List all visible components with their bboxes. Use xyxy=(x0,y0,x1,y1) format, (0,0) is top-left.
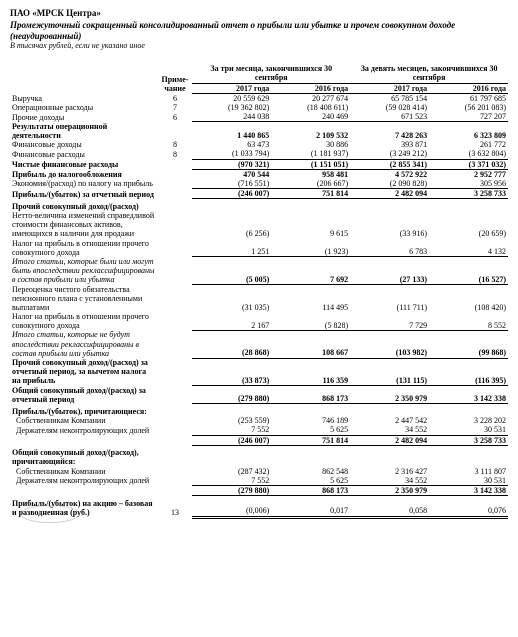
row-reclass: Итого статьи, которые были или могут быт… xyxy=(10,257,508,285)
row-attrib-compr-h: Общий совокупный доход/(расход), причита… xyxy=(10,448,508,466)
row-opex: Операционные расходы7(19 362 802)(18 408… xyxy=(10,103,508,112)
row-tax: Экономия/(расход) по налогу на прибыль(7… xyxy=(10,179,508,189)
row-attrib-profit-h: Прибыль/(убыток), причитающиеся: xyxy=(10,407,508,416)
col-3m: За три месяца, закончившихся 30 сентября xyxy=(192,64,350,83)
income-statement-table: Приме-чание За три месяца, закончившихся… xyxy=(10,64,508,518)
row-fin-income: Финансовые доходы863 47330 886393 871261… xyxy=(10,140,508,149)
row-profit: Прибыль/(убыток) за отчетный период(246 … xyxy=(10,189,508,199)
row-compr-owners: Собственникам Компании(287 432)862 5482 … xyxy=(10,467,508,476)
row-pbt: Прибыль до налогообложения470 544958 481… xyxy=(10,169,508,179)
col-2016-a: 2016 года xyxy=(271,83,350,93)
col-2016-b: 2016 года xyxy=(429,83,508,93)
row-attrib-total: (246 007)751 8142 482 0943 258 733 xyxy=(10,435,508,445)
row-oci-header: Прочий совокупный доход/(расход) xyxy=(10,202,508,211)
row-net-fin: Чистые финансовые расходы(970 321)(1 151… xyxy=(10,159,508,169)
row-attrib-owners: Собственникам Компании(253 559)746 1892 … xyxy=(10,416,508,425)
row-total-compr: Общий совокупный доход/(расход) за отчет… xyxy=(10,386,508,404)
row-fva: Нетто-величина изменений справедливой ст… xyxy=(10,211,508,239)
row-oci-tax2: Налог на прибыль в отношении прочего сов… xyxy=(10,312,508,330)
row-compr-total: (279 880)868 1732 350 9793 142 338 xyxy=(10,485,508,495)
company-name: ПАО «МРСК Центра» xyxy=(10,8,508,18)
row-noreclass: Итого статьи, которые не будут впоследст… xyxy=(10,330,508,358)
stamp-icon xyxy=(20,505,80,523)
row-oci-total: Прочий совокупный доход/(расход) за отче… xyxy=(10,358,508,386)
row-fin-expense: Финансовые расходы8(1 033 794)(1 181 937… xyxy=(10,149,508,159)
row-op-result: Результаты операционной деятельности1 44… xyxy=(10,122,508,140)
units-note: В тысячах рублей, если не указано иное xyxy=(10,41,508,50)
col-2017-a: 2017 года xyxy=(192,83,271,93)
report-subtitle: Промежуточный сокращенный консолидирован… xyxy=(10,20,508,41)
row-oci-tax1: Налог на прибыль в отношении прочего сов… xyxy=(10,239,508,257)
row-eps: Прибыль/(убыток) на акцию – базовая и ра… xyxy=(10,499,508,517)
col-note: Приме-чание xyxy=(158,64,193,93)
col-2017-b: 2017 года xyxy=(350,83,429,93)
row-revenue: Выручка620 559 62920 277 67465 785 15461… xyxy=(10,93,508,103)
row-compr-nci: Держателям неконтролирующих долей7 5525 … xyxy=(10,476,508,486)
row-other-income: Прочие доходы6244 038240 469671 523727 2… xyxy=(10,112,508,122)
row-attrib-nci: Держателям неконтролирующих долей7 5525 … xyxy=(10,425,508,435)
row-pension: Переоценка чистого обязательства пенсион… xyxy=(10,285,508,313)
col-9m: За девять месяцев, закончившихся 30 сент… xyxy=(350,64,508,83)
